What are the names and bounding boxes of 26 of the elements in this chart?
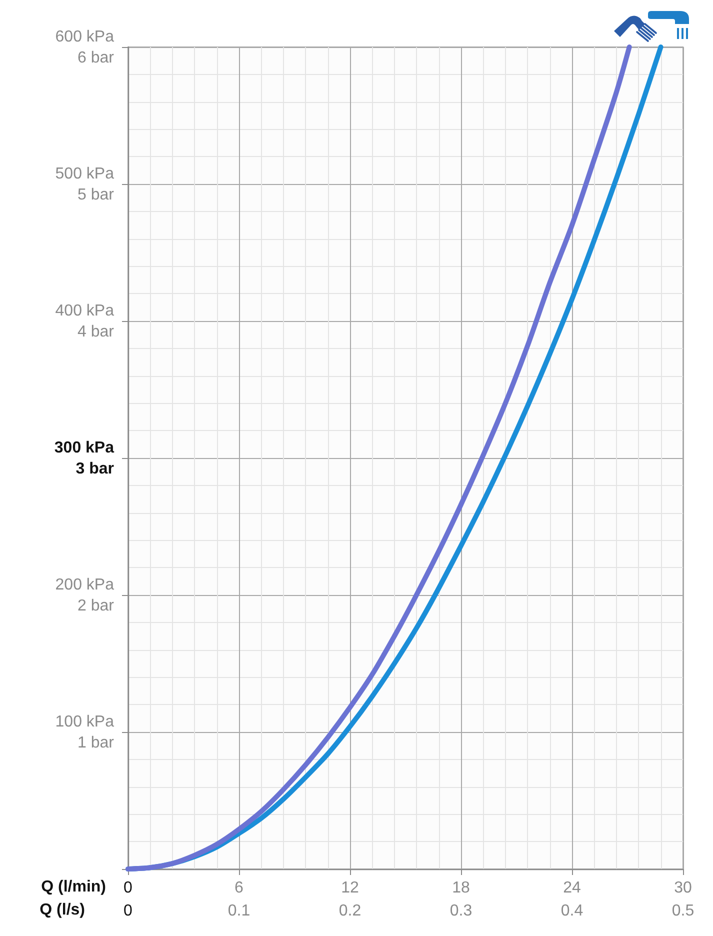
- x-tick-label: 0: [124, 880, 133, 896]
- x2-tick-label: 0.4: [560, 902, 584, 920]
- y-tick-label: 400 kPa: [55, 302, 114, 320]
- y2-tick-label: 2 bar: [78, 598, 115, 614]
- x-tick-label: 24: [563, 880, 581, 896]
- x2-tick-label: 0: [124, 902, 133, 920]
- y2-tick-label: 5 bar: [78, 186, 115, 204]
- x-tick-label: 12: [341, 880, 359, 896]
- x2-tick-label: 0.1: [228, 902, 250, 920]
- x-tick-label: 30: [674, 880, 692, 896]
- y-tick-label: 200 kPa: [55, 576, 114, 594]
- y2-tick-label: 3 bar: [76, 460, 114, 478]
- y2-tick-label: 1 bar: [78, 734, 115, 752]
- x2-tick-label: 0.5: [672, 902, 694, 920]
- x-tick-label: 6: [234, 880, 244, 896]
- y-tick-label: 100 kPa: [55, 714, 114, 730]
- x2-axis-title: Q (l/s): [40, 902, 85, 918]
- x2-tick-label: 0.3: [450, 902, 472, 920]
- y2-tick-label: 6 bar: [78, 50, 115, 66]
- x-axis-title: Q (l/min): [41, 878, 106, 896]
- x-tick-label: 18: [452, 880, 470, 896]
- y-tick-label: 300 kPa: [54, 440, 114, 456]
- y-tick-label: 500 kPa: [55, 166, 114, 182]
- x2-tick-label: 0.2: [338, 902, 362, 920]
- y-tick-label: 600 kPa: [55, 28, 114, 46]
- y2-tick-label: 4 bar: [78, 324, 115, 340]
